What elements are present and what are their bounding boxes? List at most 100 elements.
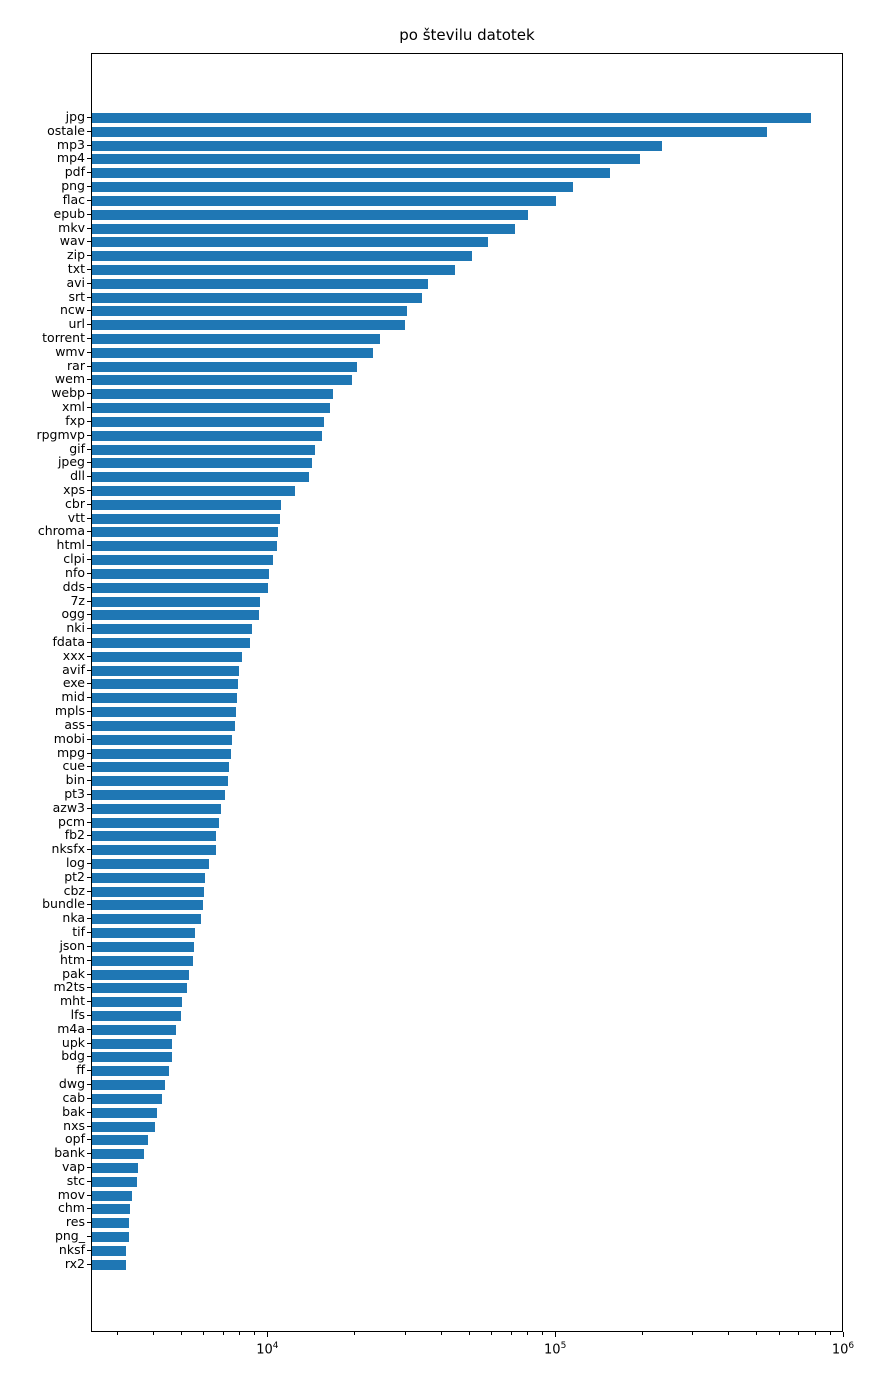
ytick-label-nksf: nksf [58,1241,85,1257]
bar-nxs [92,1121,156,1132]
bar-avif [92,665,239,676]
ytick-label-fdata: fdata [52,633,85,649]
ytick-mark [86,199,91,201]
bar-mkv [92,223,516,234]
ytick-mark [86,1125,91,1127]
ytick-mark [86,711,91,713]
ytick-mark [86,793,91,795]
bar-dwg [92,1080,166,1091]
bar-pdf [92,168,611,179]
ytick-label-html: html [56,537,85,553]
bar-pak [92,969,189,980]
ytick-mark [86,697,91,699]
bar-flac [92,195,557,206]
ytick-mark [86,641,91,643]
ytick-mark [86,1222,91,1224]
xtick-label: 104 [256,1341,279,1358]
ytick-mark [86,130,91,132]
bar-json [92,941,195,952]
bar-bank [92,1149,144,1160]
bar-ass [92,720,235,731]
ytick-label-bdg: bdg [61,1048,85,1064]
ytick-label-7z: 7z [70,592,85,608]
ytick-label-mkv: mkv [58,219,85,235]
ytick-mark [86,172,91,174]
ytick-mark [86,807,91,809]
ytick-mark [86,282,91,284]
bar-chm [92,1204,130,1215]
bar-exe [92,679,239,690]
ytick-label-ff: ff [76,1062,85,1078]
bar-opf [92,1135,149,1146]
ytick-label-dwg: dwg [58,1076,85,1092]
ytick-label-jpg: jpg [65,109,85,124]
ytick-label-xml: xml [61,399,85,415]
ytick-mark [86,559,91,561]
ytick-label-cbz: cbz [63,882,85,898]
ytick-mark [86,628,91,630]
bar-ogg [92,610,260,621]
ytick-mark [86,959,91,961]
ytick-label-ostale: ostale [47,122,85,138]
bar-res [92,1218,130,1229]
ytick-label-fb2: fb2 [64,827,85,843]
ytick-mark [86,973,91,975]
bar-nksf [92,1245,127,1256]
bar-gif [92,444,315,455]
ytick-mark [86,213,91,215]
ytick-label-clpi: clpi [63,551,85,567]
ytick-label-bin: bin [65,772,85,788]
ytick-mark [86,144,91,146]
ytick-mark [86,517,91,519]
ytick-mark [86,932,91,934]
ytick-label-nfo: nfo [65,564,85,580]
xtick-minor-mark [829,1332,831,1335]
bar-fb2 [92,831,216,842]
ytick-label-url: url [68,316,85,332]
ytick-mark [86,1056,91,1058]
ytick-label-jpeg: jpeg [57,454,85,470]
ytick-mark [86,780,91,782]
ytick-label-flac: flac [62,191,85,207]
bar-ncw [92,306,407,317]
ytick-label-rx2: rx2 [64,1255,85,1271]
ytick-mark [86,876,91,878]
ytick-mark [86,1166,91,1168]
ytick-mark [86,490,91,491]
ytick-mark [86,420,91,422]
ytick-label-png_: png_ [54,1228,85,1244]
ytick-mark [86,1236,91,1238]
xtick-minor-mark [254,1332,256,1335]
ytick-label-wav: wav [59,233,85,249]
plot-area [91,53,843,1332]
xtick-minor-mark [222,1332,224,1335]
ytick-label-zip: zip [67,247,85,263]
bar-m4a [92,1024,176,1035]
ytick-label-nxs: nxs [63,1117,85,1133]
ytick-mark [86,572,91,574]
ytick-label-dds: dds [62,578,85,594]
ytick-mark [86,655,91,657]
ytick-label-vtt: vtt [67,509,85,525]
ytick-mark [86,1084,91,1086]
ytick-mark [86,476,91,478]
xtick-minor-mark [203,1332,205,1335]
ytick-label-mht: mht [60,993,85,1009]
ytick-label-epub: epub [53,205,85,221]
bar-dds [92,582,268,593]
bar-chroma [92,527,278,538]
xtick-minor-mark [239,1332,241,1335]
ytick-label-xxx: xxx [62,647,85,663]
ytick-label-mov: mov [57,1186,85,1202]
ytick-mark [86,738,91,740]
ytick-mark [86,393,91,395]
bar-jpg [92,113,811,123]
ytick-label-nki: nki [66,620,85,636]
bar-fdata [92,637,250,648]
xtick-minor-mark [779,1332,781,1335]
xtick-major-mark [555,1332,557,1337]
ytick-mark [86,407,91,409]
ytick-label-mpls: mpls [54,703,85,719]
bar-mpls [92,707,236,718]
